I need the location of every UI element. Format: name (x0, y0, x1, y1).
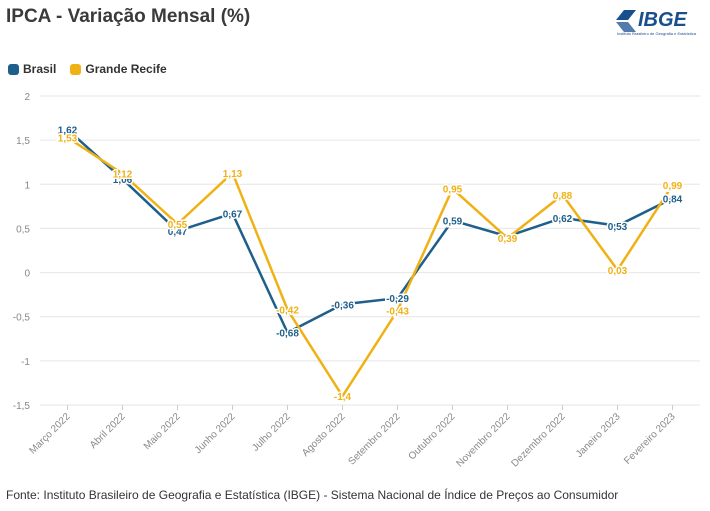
x-tick-label: Setembro 2022 (346, 411, 402, 467)
legend-item-brasil[interactable]: Brasil (8, 62, 56, 76)
y-tick-label: -1,5 (13, 401, 31, 412)
data-label-brasil: 0,67 (223, 209, 243, 220)
data-label-recife: -1,4 (334, 392, 352, 403)
data-label-recife: 0,39 (498, 234, 518, 245)
y-tick-label: 1 (24, 180, 30, 191)
legend-label-recife: Grande Recife (85, 62, 167, 76)
series-line-recife (66, 136, 674, 398)
data-label-brasil: -0,36 (331, 300, 354, 311)
y-tick-label: 0 (24, 269, 30, 280)
data-label-brasil: -0,68 (276, 329, 299, 340)
legend-swatch-recife (70, 63, 82, 75)
x-tick-label: Outubro 2022 (407, 411, 458, 462)
x-tick-label: Maio 2022 (142, 411, 183, 452)
source-note: Fonte: Instituto Brasileiro de Geografia… (6, 488, 619, 502)
x-tick-label: Junho 2022 (193, 411, 238, 456)
x-tick-label: Fevereiro 2023 (622, 411, 678, 467)
series-line-brasil (66, 128, 674, 334)
chart-title: IPCA - Variação Mensal (%) (6, 6, 251, 27)
data-label-recife: 0,03 (608, 266, 628, 277)
y-tick-label: 1,5 (16, 136, 30, 147)
data-label-recife: 0,88 (553, 191, 573, 202)
data-label-recife: -0,42 (276, 306, 299, 317)
legend-swatch-brasil (8, 63, 19, 75)
data-label-recife: 0,95 (443, 185, 463, 196)
y-tick-label: -1 (21, 357, 30, 368)
legend: Brasil Grande Recife (8, 62, 167, 76)
data-label-recife: 1,13 (223, 169, 243, 180)
data-label-brasil: 1,62 (58, 126, 78, 137)
data-label-recife: 1,53 (58, 133, 78, 144)
x-tick-label: Janeiro 2023 (574, 411, 623, 460)
ibge-logo-mark (616, 10, 636, 32)
x-tick-label: Abril 2022 (88, 411, 128, 451)
data-label-brasil: -0,29 (386, 294, 409, 305)
x-tick-label: Março 2022 (27, 411, 72, 456)
data-label-recife: 1,12 (113, 170, 133, 181)
y-tick-label: 0,5 (16, 224, 30, 235)
data-label-recife: 0,55 (168, 220, 188, 231)
ibge-logo-subtitle: Instituto Brasileiro de Geografia e Esta… (617, 31, 697, 36)
x-tick-label: Dezembro 2022 (510, 411, 568, 469)
data-label-recife: 0,99 (663, 181, 683, 192)
x-tick-label: Agosto 2022 (300, 411, 348, 459)
ibge-logo: IBGE Instituto Brasileiro de Geografia e… (616, 9, 697, 36)
ibge-logo-text: IBGE (638, 9, 688, 31)
y-tick-label: -0,5 (13, 313, 31, 324)
x-tick-label: Novembro 2022 (455, 411, 513, 469)
data-label-brasil: 1,06 (113, 175, 133, 186)
x-tick-label: Julho 2022 (250, 411, 293, 454)
data-label-brasil: 0,62 (553, 214, 573, 225)
data-label-recife: -0,43 (386, 307, 409, 318)
data-label-brasil: 0,84 (663, 194, 683, 205)
data-label-brasil: 0,59 (443, 216, 463, 227)
legend-label-brasil: Brasil (23, 62, 57, 76)
data-label-brasil: 0,53 (608, 222, 628, 233)
data-label-brasil: 0,47 (168, 227, 188, 238)
y-tick-label: 2 (24, 92, 30, 103)
legend-item-recife[interactable]: Grande Recife (70, 62, 167, 76)
